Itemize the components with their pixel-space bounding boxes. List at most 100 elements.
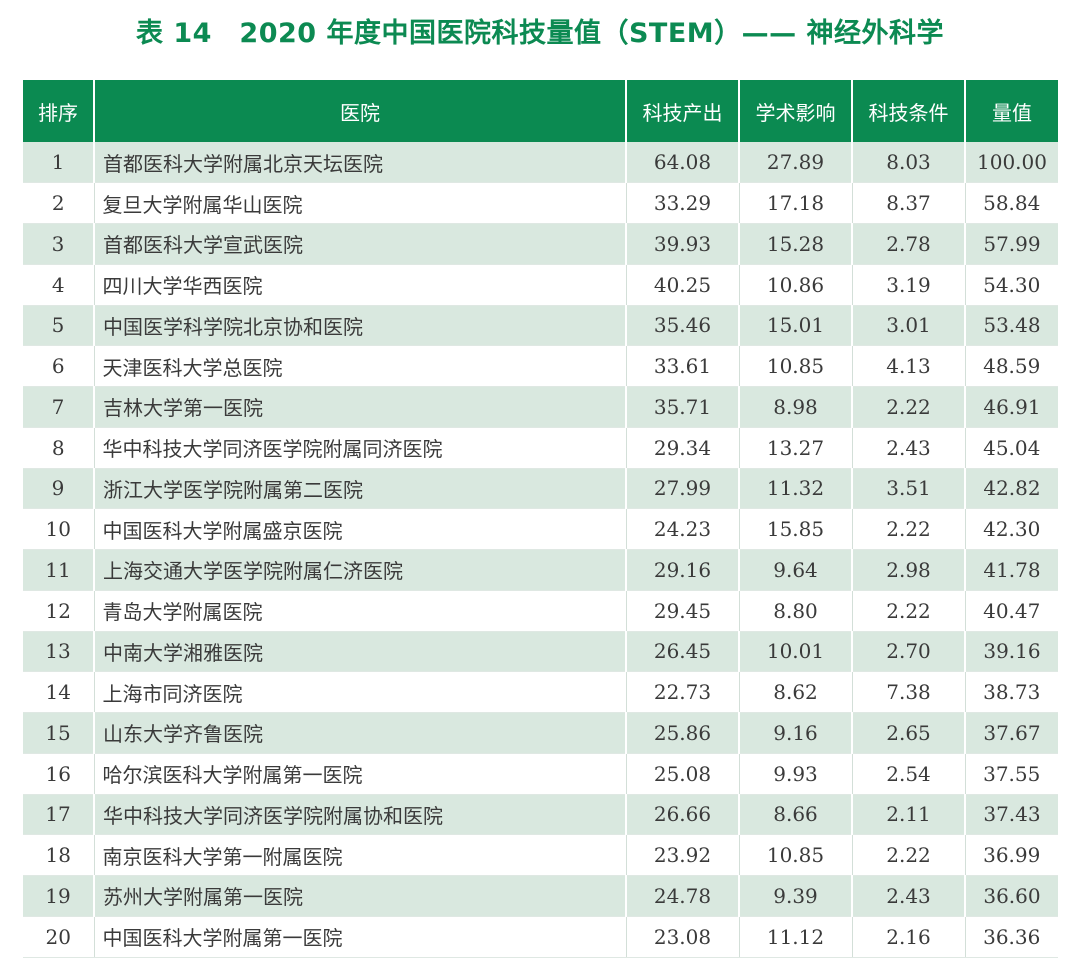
- table-title: 表 14 2020 年度中国医院科技量值（STEM）—— 神经外科学: [135, 18, 945, 49]
- value-cell: 54.30: [965, 264, 1058, 306]
- conditions-cell: 2.22: [852, 386, 966, 428]
- academic-impact-cell: 10.86: [739, 264, 853, 306]
- conditions-cell: 2.98: [852, 549, 966, 591]
- value-cell: 42.82: [965, 468, 1058, 510]
- academic-impact-cell: 8.98: [739, 386, 853, 428]
- output-cell: 24.78: [626, 875, 740, 917]
- table-row: 4 四川大学华西医院 40.25 10.86 3.19 54.30: [23, 264, 1058, 306]
- table-row: 14 上海市同济医院 22.73 8.62 7.38 38.73: [23, 671, 1058, 713]
- output-cell: 39.93: [626, 223, 740, 265]
- table-row: 5 中国医学科学院北京协和医院 35.46 15.01 3.01 53.48: [23, 305, 1058, 347]
- hospital-cell: 华中科技大学同济医学院附属协和医院: [94, 794, 627, 836]
- rank-cell: 18: [23, 834, 95, 876]
- output-cell: 35.71: [626, 386, 740, 428]
- value-cell: 36.99: [965, 834, 1058, 876]
- value-cell: 41.78: [965, 549, 1058, 591]
- conditions-cell: 2.22: [852, 834, 966, 876]
- output-cell: 25.86: [626, 712, 740, 754]
- rank-cell: 14: [23, 671, 95, 713]
- rank-cell: 16: [23, 753, 95, 795]
- academic-impact-cell: 10.85: [739, 345, 853, 387]
- rank-cell: 8: [23, 427, 95, 469]
- value-cell: 37.43: [965, 794, 1058, 836]
- table-row: 8 华中科技大学同济医学院附属同济医院 29.34 13.27 2.43 45.04: [23, 427, 1058, 469]
- output-cell: 26.45: [626, 631, 740, 673]
- hospital-cell: 华中科技大学同济医学院附属同济医院: [94, 427, 627, 469]
- table-row: 20 中国医科大学附属第一医院 23.08 11.12 2.16 36.36: [23, 916, 1058, 958]
- table-row: 15 山东大学齐鲁医院 25.86 9.16 2.65 37.67: [23, 712, 1058, 754]
- rank-cell: 6: [23, 345, 95, 387]
- table-row: 6 天津医科大学总医院 33.61 10.85 4.13 48.59: [23, 345, 1058, 387]
- value-cell: 36.36: [965, 916, 1058, 958]
- conditions-cell: 8.03: [852, 142, 966, 184]
- output-cell: 35.46: [626, 305, 740, 347]
- academic-impact-cell: 9.39: [739, 875, 853, 917]
- value-cell: 38.73: [965, 671, 1058, 713]
- output-cell: 33.29: [626, 182, 740, 224]
- output-cell: 33.61: [626, 345, 740, 387]
- academic-impact-cell: 9.16: [739, 712, 853, 754]
- rank-cell: 10: [23, 508, 95, 550]
- conditions-cell: 3.19: [852, 264, 966, 306]
- conditions-cell: 2.54: [852, 753, 966, 795]
- academic-impact-cell: 8.80: [739, 590, 853, 632]
- header-output: 科技产出: [626, 80, 740, 142]
- conditions-cell: 8.37: [852, 182, 966, 224]
- rank-cell: 11: [23, 549, 95, 591]
- rank-cell: 19: [23, 875, 95, 917]
- academic-impact-cell: 17.18: [739, 182, 853, 224]
- value-cell: 46.91: [965, 386, 1058, 428]
- rank-cell: 15: [23, 712, 95, 754]
- rank-cell: 13: [23, 631, 95, 673]
- academic-impact-cell: 13.27: [739, 427, 853, 469]
- table-header: 排序 医院 科技产出 学术影响 科技条件 量值: [23, 80, 1058, 142]
- rank-cell: 20: [23, 916, 95, 958]
- conditions-cell: 2.43: [852, 427, 966, 469]
- value-cell: 42.30: [965, 508, 1058, 550]
- conditions-cell: 2.11: [852, 794, 966, 836]
- academic-impact-cell: 8.66: [739, 794, 853, 836]
- conditions-cell: 2.78: [852, 223, 966, 265]
- table-row: 11 上海交通大学医学院附属仁济医院 29.16 9.64 2.98 41.78: [23, 549, 1058, 591]
- output-cell: 26.66: [626, 794, 740, 836]
- table-row: 9 浙江大学医学院附属第二医院 27.99 11.32 3.51 42.82: [23, 468, 1058, 510]
- hospital-cell: 上海市同济医院: [94, 671, 627, 713]
- rank-cell: 9: [23, 468, 95, 510]
- hospital-cell: 首都医科大学附属北京天坛医院: [94, 142, 627, 184]
- header-rank: 排序: [23, 80, 95, 142]
- conditions-cell: 2.22: [852, 508, 966, 550]
- table-row: 18 南京医科大学第一附属医院 23.92 10.85 2.22 36.99: [23, 834, 1058, 876]
- conditions-cell: 2.22: [852, 590, 966, 632]
- table-row: 17 华中科技大学同济医学院附属协和医院 26.66 8.66 2.11 37.43: [23, 794, 1058, 836]
- hospital-cell: 天津医科大学总医院: [94, 345, 627, 387]
- academic-impact-cell: 9.64: [739, 549, 853, 591]
- table-body: 1 首都医科大学附属北京天坛医院 64.08 27.89 8.03 100.00 2 复旦大学…: [23, 142, 1058, 958]
- hospital-cell: 中国医科大学附属第一医院: [94, 916, 627, 958]
- hospital-cell: 上海交通大学医学院附属仁济医院: [94, 549, 627, 591]
- table-row: 7 吉林大学第一医院 35.71 8.98 2.22 46.91: [23, 386, 1058, 428]
- rank-cell: 7: [23, 386, 95, 428]
- conditions-cell: 7.38: [852, 671, 966, 713]
- hospital-cell: 苏州大学附属第一医院: [94, 875, 627, 917]
- rank-cell: 5: [23, 305, 95, 347]
- academic-impact-cell: 11.12: [739, 916, 853, 958]
- table-row: 3 首都医科大学宣武医院 39.93 15.28 2.78 57.99: [23, 223, 1058, 265]
- conditions-cell: 2.65: [852, 712, 966, 754]
- academic-impact-cell: 11.32: [739, 468, 853, 510]
- hospital-cell: 哈尔滨医科大学附属第一医院: [94, 753, 627, 795]
- rank-cell: 17: [23, 794, 95, 836]
- output-cell: 24.23: [626, 508, 740, 550]
- value-cell: 58.84: [965, 182, 1058, 224]
- output-cell: 25.08: [626, 753, 740, 795]
- table-row: 1 首都医科大学附属北京天坛医院 64.08 27.89 8.03 100.00: [23, 142, 1058, 184]
- value-cell: 48.59: [965, 345, 1058, 387]
- conditions-cell: 2.43: [852, 875, 966, 917]
- rank-cell: 12: [23, 590, 95, 632]
- header-row: 排序 医院 科技产出 学术影响 科技条件 量值: [23, 80, 1058, 142]
- table-row: 12 青岛大学附属医院 29.45 8.80 2.22 40.47: [23, 590, 1058, 632]
- table-row: 16 哈尔滨医科大学附属第一医院 25.08 9.93 2.54 37.55: [23, 753, 1058, 795]
- academic-impact-cell: 15.85: [739, 508, 853, 550]
- hospital-cell: 中国医学科学院北京协和医院: [94, 305, 627, 347]
- hospital-cell: 中南大学湘雅医院: [94, 631, 627, 673]
- header-value: 量值: [965, 80, 1058, 142]
